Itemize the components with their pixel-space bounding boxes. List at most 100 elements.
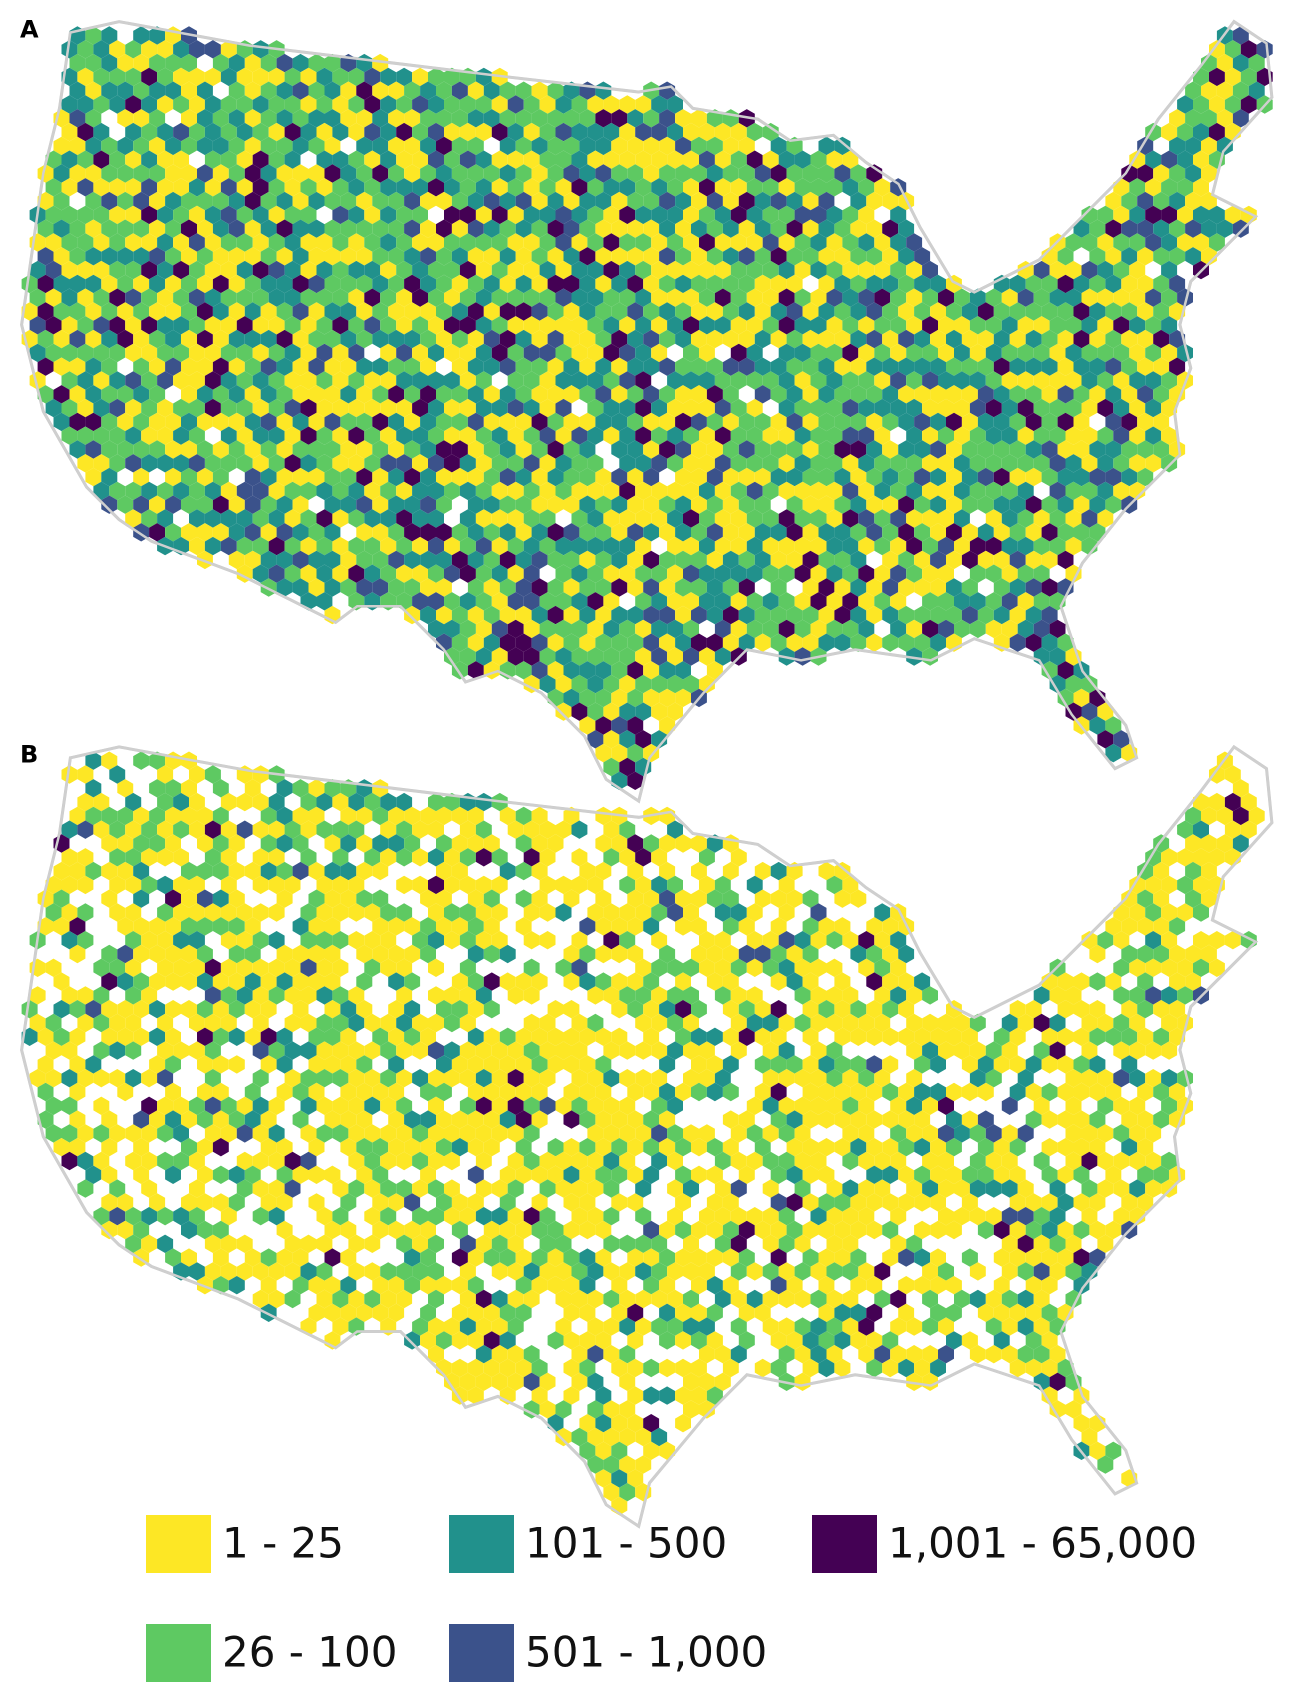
hex-cell bbox=[914, 1110, 931, 1129]
hex-cell bbox=[1232, 834, 1249, 853]
hex-cell bbox=[691, 550, 707, 570]
hex-cell bbox=[531, 1358, 548, 1378]
hex-cell bbox=[571, 1179, 588, 1198]
hex-cell bbox=[563, 1386, 580, 1405]
hex-cell bbox=[882, 467, 899, 487]
hex-cell bbox=[204, 848, 221, 867]
hex-cell bbox=[45, 205, 62, 225]
hex-cell bbox=[1001, 1345, 1018, 1364]
hex-cell bbox=[101, 1138, 118, 1157]
hex-cell bbox=[292, 1110, 309, 1129]
hex-cell bbox=[1017, 536, 1034, 556]
hex-cell bbox=[53, 1000, 70, 1019]
hex-cell bbox=[810, 205, 827, 225]
hex-cell bbox=[579, 633, 596, 652]
hex-cell bbox=[930, 1358, 946, 1378]
hex-cell bbox=[627, 1138, 644, 1157]
hex-cell bbox=[842, 1179, 859, 1198]
hex-cell bbox=[683, 903, 699, 922]
hex-cell bbox=[396, 958, 413, 977]
hex-cell bbox=[866, 1165, 883, 1184]
hex-cell bbox=[898, 247, 915, 266]
hex-cell bbox=[220, 903, 237, 922]
hex-cell bbox=[141, 205, 158, 225]
hex-cell bbox=[181, 972, 197, 991]
hex-cell bbox=[627, 605, 644, 625]
hex-cell bbox=[324, 385, 341, 404]
hex-cell bbox=[396, 95, 413, 114]
hex-cell bbox=[451, 806, 468, 826]
hex-cell bbox=[675, 1165, 691, 1184]
hex-cell bbox=[475, 1317, 492, 1336]
hex-cell bbox=[651, 730, 668, 749]
hex-cell bbox=[1153, 412, 1170, 432]
hex-cell bbox=[396, 792, 413, 812]
hex-cell bbox=[475, 931, 492, 950]
hex-cell bbox=[332, 875, 349, 895]
hex-cell bbox=[475, 619, 492, 639]
hex-cell bbox=[683, 986, 699, 1005]
hex-cell bbox=[228, 834, 245, 853]
hex-cell bbox=[308, 219, 325, 238]
hex-cell bbox=[619, 820, 636, 839]
hex-cell bbox=[1232, 53, 1249, 73]
hex-cell bbox=[268, 1041, 285, 1060]
hex-cell bbox=[754, 219, 771, 238]
hex-cell bbox=[420, 1220, 436, 1240]
hex-cell bbox=[388, 944, 405, 964]
hex-cell bbox=[173, 67, 189, 87]
hex-cell bbox=[619, 931, 636, 950]
hex-cell bbox=[898, 972, 915, 991]
hex-cell bbox=[189, 903, 205, 922]
hex-cell bbox=[786, 550, 803, 570]
hex-cell bbox=[738, 550, 755, 570]
hex-cell bbox=[372, 219, 389, 238]
hex-cell bbox=[300, 454, 317, 473]
hex-cell bbox=[738, 412, 755, 432]
hex-cell bbox=[515, 1138, 532, 1157]
hex-cell bbox=[691, 495, 707, 514]
hex-cell bbox=[714, 122, 731, 142]
hex-cell bbox=[252, 564, 269, 583]
hex-cell bbox=[1017, 316, 1034, 335]
hex-cell bbox=[691, 1303, 707, 1322]
hex-cell bbox=[252, 1151, 269, 1171]
hex-cell bbox=[842, 1262, 859, 1281]
hex-cell bbox=[778, 481, 795, 501]
hex-cell bbox=[611, 495, 628, 514]
hex-cell bbox=[157, 371, 174, 390]
hex-cell bbox=[850, 191, 867, 211]
hex-cell bbox=[643, 1276, 660, 1295]
hex-cell bbox=[244, 357, 261, 376]
hex-cell bbox=[1025, 467, 1042, 487]
hex-cell bbox=[969, 1179, 986, 1198]
hex-cell bbox=[181, 523, 197, 542]
hex-cell bbox=[1169, 109, 1186, 128]
hex-cell bbox=[714, 647, 731, 666]
hex-cell bbox=[778, 619, 795, 639]
hex-cell bbox=[212, 889, 229, 908]
hex-cell bbox=[165, 523, 181, 542]
hex-cell bbox=[1121, 467, 1138, 487]
hex-cell bbox=[436, 385, 452, 404]
hex-cell bbox=[141, 1234, 158, 1253]
hex-cell bbox=[922, 1262, 938, 1281]
hex-cell bbox=[683, 343, 699, 363]
hex-cell bbox=[515, 385, 532, 404]
hex-cell bbox=[1145, 371, 1162, 390]
hex-cell bbox=[420, 605, 436, 625]
hex-cell bbox=[356, 274, 373, 294]
hex-cell bbox=[364, 1234, 381, 1253]
hex-cell bbox=[1121, 191, 1138, 211]
hex-cell bbox=[467, 1193, 484, 1212]
hex-cell bbox=[45, 1124, 62, 1143]
hex-cell bbox=[1025, 1220, 1042, 1240]
hex-cell bbox=[1057, 1165, 1074, 1184]
hex-cell bbox=[1089, 385, 1106, 404]
hex-cell bbox=[340, 1082, 357, 1102]
hex-cell bbox=[954, 509, 970, 528]
hex-cell bbox=[762, 1013, 779, 1033]
hex-cell bbox=[1073, 1248, 1090, 1267]
hex-cell bbox=[882, 1138, 899, 1157]
hex-cell bbox=[834, 385, 851, 404]
